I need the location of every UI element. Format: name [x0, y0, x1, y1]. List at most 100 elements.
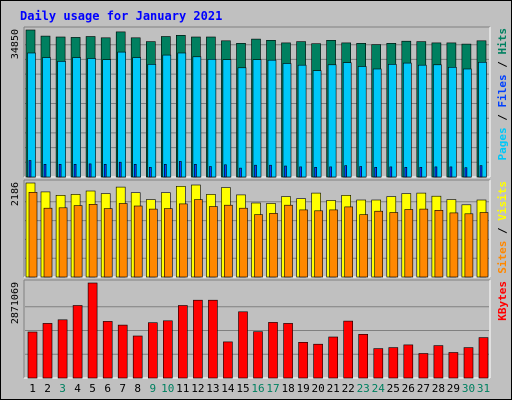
- bar-pages-day-24: [374, 167, 378, 178]
- day-label-16: 16: [251, 382, 264, 395]
- bar-kbytes-day-28: [433, 345, 444, 379]
- series-pages: [28, 160, 483, 178]
- bar-kbytes-day-7: [117, 324, 128, 379]
- bar-sites-day-30: [464, 213, 474, 278]
- bar-sites-day-26: [404, 209, 414, 278]
- bar-pages-day-2: [43, 164, 47, 178]
- bar-sites-day-16: [254, 214, 263, 278]
- bar-sites-day-23: [359, 214, 369, 278]
- bar-files-day-26: [402, 62, 412, 178]
- bar-pages-day-22: [344, 165, 348, 178]
- day-label-20: 20: [311, 382, 324, 395]
- bar-pages-day-1: [28, 160, 32, 178]
- bar-files-day-22: [342, 62, 352, 178]
- day-label-4: 4: [74, 382, 81, 395]
- day-label-28: 28: [432, 382, 445, 395]
- day-label-18: 18: [281, 382, 294, 395]
- legend-entry-4: /: [496, 55, 509, 75]
- bar-kbytes-day-8: [132, 335, 143, 379]
- bar-sites-day-22: [344, 206, 354, 278]
- bar-sites-day-27: [419, 208, 429, 278]
- bar-pages-day-15: [239, 167, 242, 178]
- day-label-27: 27: [417, 382, 430, 395]
- panel-legend: Pages / Files / Hits: [496, 28, 509, 161]
- bar-kbytes-day-3: [57, 319, 68, 379]
- bar-sites-day-8: [133, 205, 143, 278]
- bar-files-day-17: [267, 59, 277, 178]
- legend-entry-2: /: [496, 108, 509, 128]
- bar-files-day-7: [117, 51, 126, 178]
- day-label-13: 13: [206, 382, 219, 395]
- bar-sites-day-14: [224, 204, 233, 278]
- bar-pages-day-19: [299, 166, 302, 178]
- bar-kbytes-day-6: [102, 321, 113, 379]
- bar-sites-day-13: [209, 206, 218, 278]
- day-label-29: 29: [447, 382, 460, 395]
- bar-pages-day-29: [449, 166, 453, 178]
- bar-sites-day-9: [149, 208, 158, 278]
- bar-files-day-20: [312, 70, 322, 178]
- bar-pages-day-4: [73, 164, 77, 178]
- bar-kbytes-day-21: [328, 336, 339, 379]
- series-kbytes: [27, 282, 489, 379]
- day-label-11: 11: [176, 382, 189, 395]
- bar-files-day-30: [463, 68, 472, 178]
- bar-pages-day-7: [118, 161, 122, 178]
- bar-files-day-11: [177, 52, 187, 178]
- bar-files-day-21: [327, 64, 337, 178]
- bar-pages-day-16: [254, 164, 257, 178]
- bar-files-day-13: [207, 58, 217, 178]
- bar-files-day-25: [387, 64, 397, 178]
- series-sites: [28, 192, 489, 278]
- day-label-30: 30: [462, 382, 475, 395]
- bar-files-day-18: [282, 63, 292, 178]
- bar-kbytes-day-14: [223, 341, 233, 379]
- bar-pages-day-26: [404, 167, 408, 178]
- bar-pages-day-3: [58, 164, 62, 178]
- bar-kbytes-day-12: [193, 299, 203, 379]
- bar-pages-day-23: [359, 166, 363, 178]
- bar-sites-day-6: [103, 208, 113, 278]
- bar-files-day-24: [372, 68, 382, 178]
- panel-max-label: 2871069: [10, 282, 21, 324]
- day-label-15: 15: [236, 382, 249, 395]
- bar-kbytes-day-4: [72, 305, 83, 379]
- bar-files-day-6: [102, 59, 111, 178]
- bar-kbytes-day-13: [208, 299, 218, 379]
- bar-kbytes-day-9: [148, 322, 158, 379]
- bar-files-day-4: [72, 57, 81, 178]
- bar-files-day-8: [132, 57, 141, 178]
- bar-sites-day-15: [239, 207, 248, 278]
- day-label-12: 12: [191, 382, 204, 395]
- bar-sites-day-1: [28, 192, 38, 278]
- bar-pages-day-25: [389, 166, 393, 178]
- bar-sites-day-7: [118, 203, 128, 278]
- bar-pages-day-11: [179, 161, 182, 178]
- day-label-7: 7: [119, 382, 126, 395]
- bar-sites-day-10: [164, 208, 173, 278]
- bar-pages-day-18: [284, 165, 287, 178]
- day-label-3: 3: [59, 382, 66, 395]
- bar-files-day-15: [237, 67, 247, 178]
- bar-kbytes-day-26: [403, 344, 414, 379]
- legend-entry-3: Files: [496, 74, 509, 107]
- bar-pages-day-21: [329, 166, 332, 178]
- bar-sites-day-25: [389, 212, 399, 278]
- bar-files-day-5: [87, 58, 96, 178]
- bar-kbytes-day-27: [418, 353, 429, 379]
- bar-pages-day-13: [209, 166, 212, 178]
- day-label-23: 23: [357, 382, 370, 395]
- bar-kbytes-day-22: [343, 320, 354, 379]
- day-label-9: 9: [149, 382, 156, 395]
- bar-kbytes-day-19: [298, 341, 308, 379]
- series-files: [27, 51, 487, 178]
- bar-kbytes-day-2: [42, 323, 53, 379]
- bar-kbytes-day-25: [388, 347, 399, 379]
- bar-files-day-14: [222, 59, 232, 178]
- panel-2: 2186 Sites / Visits: [10, 179, 509, 278]
- panel-3: 2871069 KBytes: [10, 279, 509, 379]
- bar-sites-day-28: [434, 210, 444, 278]
- bar-files-day-28: [433, 64, 442, 178]
- day-label-26: 26: [402, 382, 415, 395]
- bar-sites-day-19: [299, 209, 308, 278]
